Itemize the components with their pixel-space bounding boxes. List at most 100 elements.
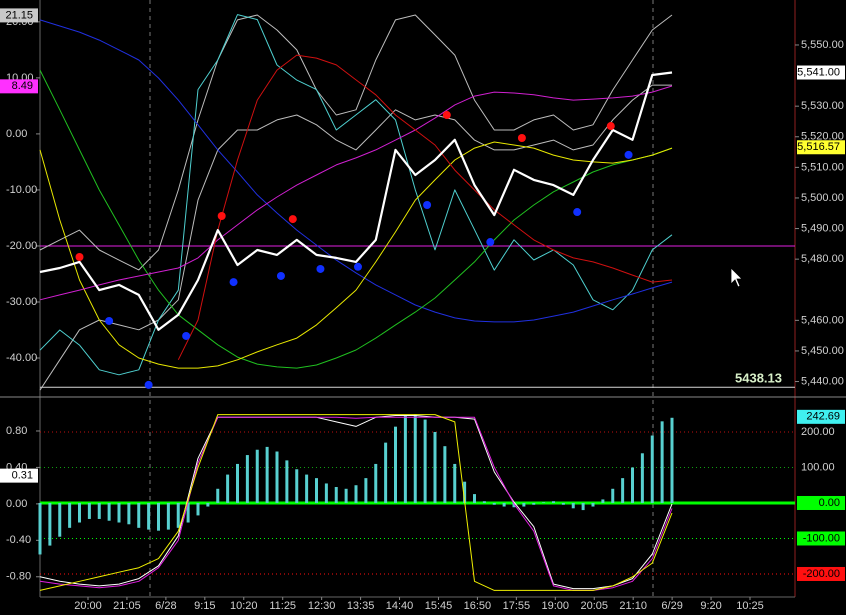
y2-tick-label: 5,450.00 (801, 345, 844, 357)
x-tick-label: 6/28 (155, 600, 176, 612)
signal-dot (276, 271, 285, 280)
y-tick-label: -0.40 (6, 534, 31, 546)
histogram-bar (552, 501, 555, 503)
histogram-bar (97, 502, 101, 519)
value-box-label: 242.69 (806, 411, 840, 423)
x-tick-label: 13:35 (347, 600, 375, 612)
histogram-bar (423, 419, 427, 503)
histogram-bar (324, 483, 328, 503)
series-line (39, 14, 673, 376)
x-tick-label: 20:00 (74, 600, 102, 612)
histogram-bar (561, 502, 565, 505)
histogram-bar (265, 446, 269, 503)
histogram-bar (157, 502, 160, 531)
x-tick-label: 9:15 (194, 600, 215, 612)
y2-tick-label: 100.00 (801, 461, 835, 473)
histogram-bar (107, 502, 111, 521)
histogram-bar (285, 460, 289, 503)
histogram-bar (522, 502, 526, 507)
value-box-label: 0.31 (12, 470, 33, 482)
value-box-label: 5,516.57 (797, 141, 840, 153)
histogram-bar (305, 474, 309, 503)
histogram-bar (58, 502, 62, 537)
histogram-bar (315, 478, 318, 503)
histogram-bar (670, 417, 674, 503)
x-tick-label: 10:25 (736, 600, 764, 612)
x-tick-label: 14:40 (386, 600, 414, 612)
series-line (39, 85, 673, 301)
histogram-bar (473, 494, 476, 503)
y2-tick-label: 5,460.00 (801, 314, 844, 326)
signal-dot (229, 278, 238, 287)
histogram-bar (611, 488, 615, 503)
series-line (39, 416, 673, 591)
histogram-bar (571, 502, 575, 509)
histogram-bar (394, 426, 397, 503)
y2-tick-label: -100.00 (803, 532, 840, 544)
histogram-bar (236, 463, 239, 503)
level-label: 5438.13 (735, 371, 782, 386)
y-tick-label: -10.00 (6, 184, 37, 196)
histogram-bar (117, 502, 121, 523)
signal-dot (486, 238, 495, 247)
value-box (797, 65, 845, 80)
histogram-bar (137, 502, 141, 528)
histogram-bar (650, 435, 654, 503)
signal-dot (75, 253, 84, 262)
histogram-bar (78, 502, 81, 523)
x-tick-label: 16:50 (464, 600, 492, 612)
histogram-bar (206, 502, 210, 507)
histogram-bar (196, 502, 200, 516)
histogram-bar (532, 502, 536, 505)
signal-dot (316, 264, 325, 273)
series-line (39, 19, 673, 323)
histogram-bar (542, 502, 546, 503)
histogram-bar (354, 485, 358, 503)
histogram-bar (512, 502, 516, 508)
series-line (177, 54, 673, 361)
histogram-bar (482, 501, 486, 503)
signal-dot (573, 208, 582, 217)
histogram-bar (384, 442, 388, 503)
y-tick-label: 0.80 (6, 425, 27, 437)
histogram-bar (601, 499, 605, 503)
histogram-bar (48, 502, 52, 546)
y-tick-label: -0.80 (6, 571, 31, 583)
signal-dot (105, 316, 114, 325)
y2-tick-label: 5,480.00 (801, 253, 844, 265)
signal-dot (442, 111, 451, 120)
signal-dot (423, 200, 432, 209)
histogram-bar (453, 463, 457, 503)
x-tick-label: 6/29 (661, 600, 682, 612)
x-tick-label: 21:10 (619, 600, 647, 612)
histogram-bar (492, 502, 496, 505)
histogram-bar (621, 478, 625, 503)
y-tick-label: -20.00 (6, 240, 37, 252)
value-box-label: 21.15 (5, 9, 33, 21)
series-line (39, 84, 672, 391)
histogram-bar (344, 488, 348, 503)
histogram-bar (255, 449, 259, 503)
histogram-bar (68, 502, 72, 528)
histogram-bar (591, 502, 595, 507)
histogram-bar (631, 467, 634, 503)
histogram-bar (364, 478, 368, 503)
x-tick-label: 10:20 (230, 600, 258, 612)
x-tick-label: 17:55 (503, 600, 531, 612)
y2-tick-label: 0.00 (819, 497, 840, 509)
value-box (0, 8, 38, 23)
histogram-bar (443, 446, 447, 503)
y2-tick-label: 200.00 (801, 426, 835, 438)
mouse-cursor (730, 267, 743, 288)
signal-dot (217, 212, 226, 221)
histogram-bar (226, 474, 230, 503)
y2-tick-label: 5,440.00 (801, 375, 844, 387)
y2-tick-label: 5,510.00 (801, 161, 844, 173)
x-tick-label: 20:05 (580, 600, 608, 612)
histogram-bar (403, 416, 407, 503)
y2-tick-label: -200.00 (803, 568, 840, 580)
value-box (797, 409, 845, 424)
value-box (0, 468, 38, 483)
value-box (797, 140, 845, 155)
